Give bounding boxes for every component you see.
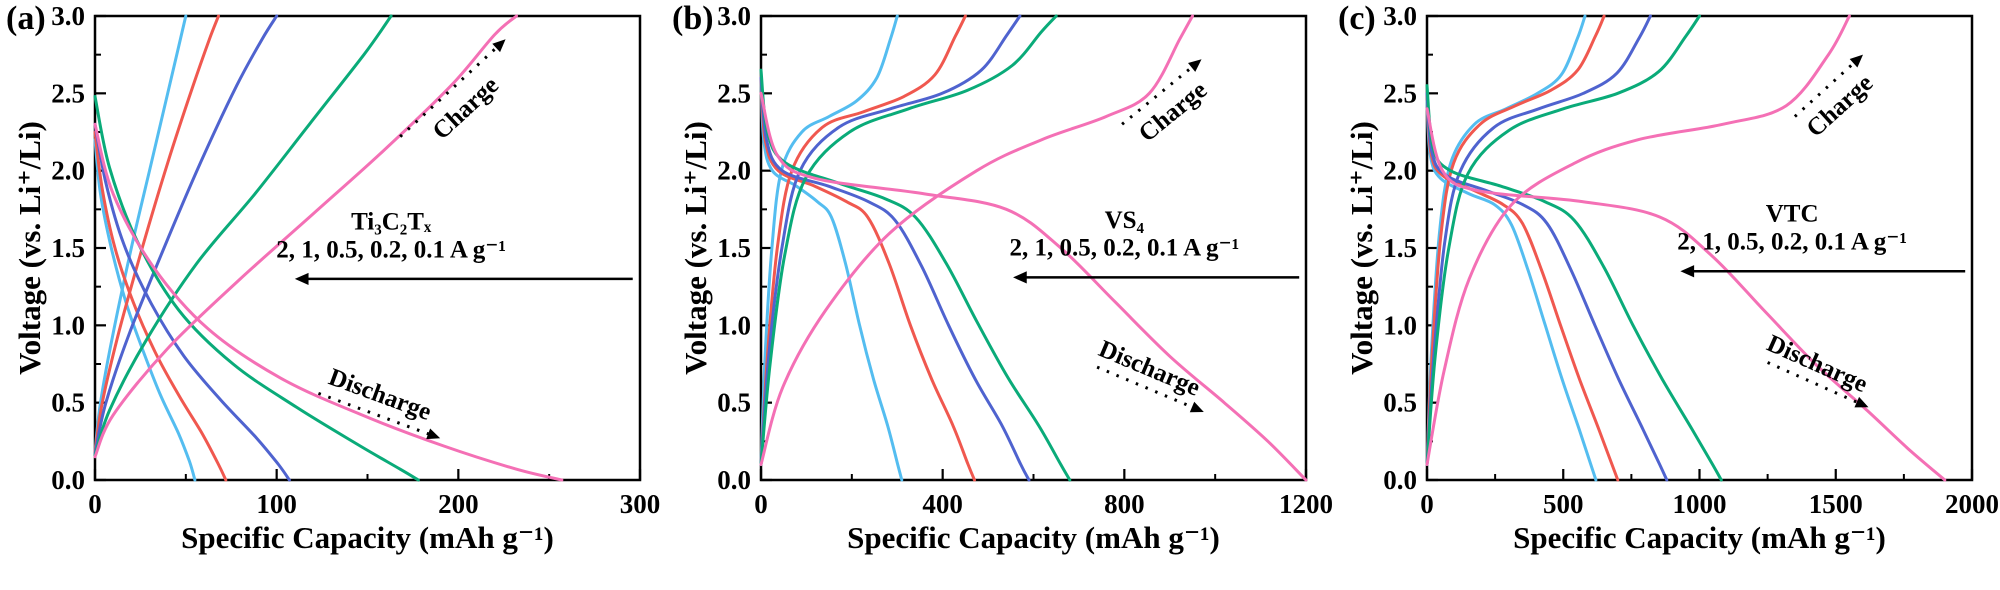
svg-text:0.0: 0.0 bbox=[51, 465, 85, 495]
svg-text:0.5: 0.5 bbox=[717, 388, 751, 418]
svg-text:1.0: 1.0 bbox=[717, 310, 751, 340]
svg-text:2, 1, 0.5, 0.2, 0.1 A g⁻¹: 2, 1, 0.5, 0.2, 0.1 A g⁻¹ bbox=[276, 236, 506, 263]
svg-text:300: 300 bbox=[620, 489, 661, 519]
svg-text:2.0: 2.0 bbox=[717, 156, 751, 186]
svg-text:0: 0 bbox=[754, 489, 768, 519]
svg-text:0.0: 0.0 bbox=[717, 465, 751, 495]
x-axis-title-b: Specific Capacity (mAh g⁻¹) bbox=[847, 520, 1220, 555]
svg-text:800: 800 bbox=[1104, 489, 1145, 519]
svg-text:Ti₃C₂Tₓ: Ti₃C₂Tₓ bbox=[351, 208, 432, 235]
chart-panel-a: 0 100 200 300 0.0 0.5 1.0 1.5 2.0 2.5 3.0 Charge Dis… bbox=[51, 1, 661, 519]
panel-b: 0 400 800 1200 0.0 0.5 1.0 1.5 2.0 2.5 3.0 Charge Di… bbox=[666, 0, 1332, 590]
svg-text:Discharge: Discharge bbox=[1095, 335, 1204, 401]
svg-text:2, 1, 0.5, 0.2, 0.1 A g⁻¹: 2, 1, 0.5, 0.2, 0.1 A g⁻¹ bbox=[1009, 235, 1239, 262]
svg-text:Charge: Charge bbox=[1802, 69, 1879, 142]
y-axis-title-c: Voltage (vs. Li⁺/Li) bbox=[1344, 121, 1379, 375]
svg-text:2000: 2000 bbox=[1945, 489, 1998, 519]
svg-text:VS₄: VS₄ bbox=[1105, 207, 1145, 234]
svg-text:2, 1, 0.5, 0.2, 0.1 A g⁻¹: 2, 1, 0.5, 0.2, 0.1 A g⁻¹ bbox=[1677, 229, 1907, 256]
svg-text:1500: 1500 bbox=[1809, 489, 1863, 519]
svg-text:0: 0 bbox=[88, 489, 102, 519]
svg-text:2.0: 2.0 bbox=[1383, 156, 1417, 186]
svg-text:3.0: 3.0 bbox=[717, 1, 751, 31]
svg-text:1.5: 1.5 bbox=[1383, 233, 1417, 263]
svg-text:3.0: 3.0 bbox=[1383, 1, 1417, 31]
svg-text:1.0: 1.0 bbox=[1383, 310, 1417, 340]
x-axis-title-c: Specific Capacity (mAh g⁻¹) bbox=[1513, 520, 1886, 555]
svg-text:2.5: 2.5 bbox=[717, 78, 751, 108]
svg-text:100: 100 bbox=[256, 489, 297, 519]
svg-text:500: 500 bbox=[1543, 489, 1584, 519]
svg-text:1.5: 1.5 bbox=[717, 233, 751, 263]
chart-panel-b: 0 400 800 1200 0.0 0.5 1.0 1.5 2.0 2.5 3.0 Charge Di… bbox=[717, 1, 1332, 519]
svg-text:0.5: 0.5 bbox=[1383, 388, 1417, 418]
x-axis-title-a: Specific Capacity (mAh g⁻¹) bbox=[181, 520, 554, 555]
svg-text:2.5: 2.5 bbox=[51, 78, 85, 108]
svg-text:2.5: 2.5 bbox=[1383, 78, 1417, 108]
svg-text:1.5: 1.5 bbox=[51, 233, 85, 263]
svg-text:3.0: 3.0 bbox=[51, 1, 85, 31]
svg-text:400: 400 bbox=[922, 489, 963, 519]
panel-label-c: (c) bbox=[1338, 0, 1376, 37]
svg-text:0.0: 0.0 bbox=[1383, 465, 1417, 495]
y-axis-title-a: Voltage (vs. Li⁺/Li) bbox=[12, 121, 47, 375]
svg-text:1000: 1000 bbox=[1673, 489, 1727, 519]
svg-text:VTC: VTC bbox=[1766, 201, 1819, 228]
panel-label-b: (b) bbox=[672, 0, 714, 37]
svg-text:0.5: 0.5 bbox=[51, 388, 85, 418]
svg-text:0: 0 bbox=[1420, 489, 1434, 519]
panel-a: 0 100 200 300 0.0 0.5 1.0 1.5 2.0 2.5 3.0 Charge Dis… bbox=[0, 0, 666, 590]
panel-c: 0 500 1000 1500 2000 0.0 0.5 1.0 1.5 2.0 2.5 3.0 Cha… bbox=[1332, 0, 1998, 590]
panel-label-a: (a) bbox=[6, 0, 46, 37]
svg-text:Discharge: Discharge bbox=[1763, 330, 1872, 398]
svg-text:Charge: Charge bbox=[428, 72, 504, 146]
svg-text:2.0: 2.0 bbox=[51, 156, 85, 186]
chart-panel-c: 0 500 1000 1500 2000 0.0 0.5 1.0 1.5 2.0 2.5 3.0 Cha… bbox=[1383, 1, 1998, 519]
y-axis-title-b: Voltage (vs. Li⁺/Li) bbox=[678, 121, 713, 375]
svg-text:1200: 1200 bbox=[1279, 489, 1332, 519]
svg-text:200: 200 bbox=[438, 489, 479, 519]
svg-text:Discharge: Discharge bbox=[325, 364, 435, 426]
svg-text:1.0: 1.0 bbox=[51, 310, 85, 340]
svg-text:Charge: Charge bbox=[1134, 76, 1212, 147]
